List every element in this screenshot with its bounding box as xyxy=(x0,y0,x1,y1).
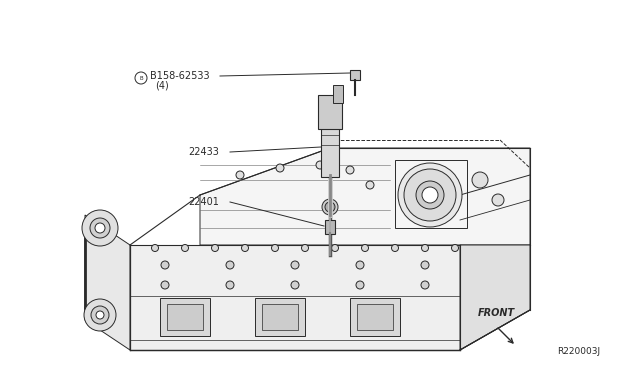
Circle shape xyxy=(271,244,278,251)
Circle shape xyxy=(332,244,339,251)
Circle shape xyxy=(82,210,118,246)
Circle shape xyxy=(241,244,248,251)
Circle shape xyxy=(301,244,308,251)
Circle shape xyxy=(276,164,284,172)
Circle shape xyxy=(84,299,116,331)
Circle shape xyxy=(404,169,456,221)
Text: B: B xyxy=(139,76,143,80)
Bar xyxy=(357,304,393,330)
Bar xyxy=(262,304,298,330)
Bar xyxy=(318,95,342,129)
Circle shape xyxy=(182,244,189,251)
Bar xyxy=(395,160,467,228)
Polygon shape xyxy=(85,215,130,350)
Circle shape xyxy=(236,171,244,179)
Circle shape xyxy=(356,261,364,269)
Circle shape xyxy=(472,172,488,188)
Circle shape xyxy=(226,261,234,269)
Circle shape xyxy=(492,194,504,206)
Circle shape xyxy=(226,281,234,289)
Bar xyxy=(321,125,339,177)
Text: (4): (4) xyxy=(155,81,169,91)
Circle shape xyxy=(161,261,169,269)
Circle shape xyxy=(152,244,159,251)
Circle shape xyxy=(91,306,109,324)
Circle shape xyxy=(291,261,299,269)
Circle shape xyxy=(451,244,458,251)
Circle shape xyxy=(356,281,364,289)
Circle shape xyxy=(392,244,399,251)
Circle shape xyxy=(421,281,429,289)
Circle shape xyxy=(422,244,429,251)
Text: FRONT: FRONT xyxy=(478,308,515,318)
Circle shape xyxy=(422,187,438,203)
Polygon shape xyxy=(460,245,530,350)
Circle shape xyxy=(316,161,324,169)
Text: 22401: 22401 xyxy=(188,197,219,207)
Circle shape xyxy=(398,163,462,227)
Text: B158-62533: B158-62533 xyxy=(150,71,210,81)
Circle shape xyxy=(416,181,444,209)
Bar xyxy=(333,85,343,103)
Bar xyxy=(350,70,360,80)
Circle shape xyxy=(90,218,110,238)
Text: R220003J: R220003J xyxy=(557,347,600,356)
Bar xyxy=(255,298,305,336)
Circle shape xyxy=(161,281,169,289)
Circle shape xyxy=(291,281,299,289)
Circle shape xyxy=(95,223,105,233)
Circle shape xyxy=(421,261,429,269)
Bar xyxy=(160,298,210,336)
Circle shape xyxy=(346,166,354,174)
Circle shape xyxy=(96,311,104,319)
Bar xyxy=(350,298,400,336)
Circle shape xyxy=(325,202,335,212)
Bar xyxy=(167,304,203,330)
Circle shape xyxy=(366,181,374,189)
Polygon shape xyxy=(200,148,530,245)
Polygon shape xyxy=(130,245,460,350)
Circle shape xyxy=(362,244,369,251)
Circle shape xyxy=(211,244,218,251)
Circle shape xyxy=(322,199,338,215)
Text: 22433: 22433 xyxy=(188,147,219,157)
Circle shape xyxy=(135,72,147,84)
Bar xyxy=(325,220,335,234)
